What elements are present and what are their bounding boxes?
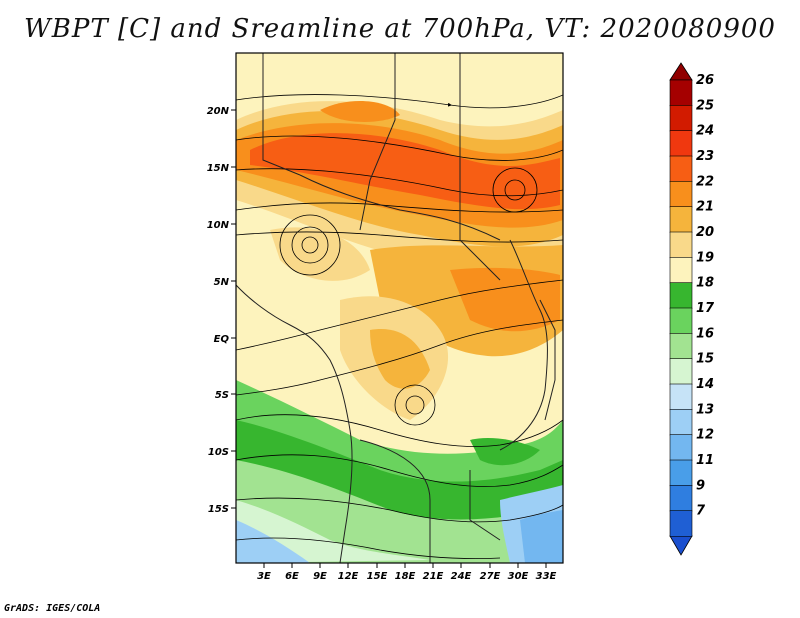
colorbar-label: 20 bbox=[696, 225, 714, 240]
colorbar-swatch bbox=[669, 307, 693, 335]
lat-label-eq: EQ bbox=[214, 334, 230, 345]
colorbar-label: 13 bbox=[696, 402, 714, 417]
lat-label-15s: 15S bbox=[208, 504, 229, 515]
country-borders bbox=[236, 53, 556, 563]
colorbar-swatch bbox=[669, 105, 693, 132]
lon-axis: 3E 6E 9E 12E 15E 18E 21E 24E 27E 30E 33E bbox=[257, 563, 557, 582]
lon-label-9e: 9E bbox=[313, 571, 327, 582]
lat-label-5s: 5S bbox=[215, 390, 229, 401]
lon-label-15e: 15E bbox=[367, 571, 388, 582]
colorbar-label: 16 bbox=[696, 326, 714, 341]
map-title: WBPT [C] and Sreamline at 700hPa, VT: 20… bbox=[24, 14, 776, 44]
colorbar-label: 15 bbox=[696, 352, 714, 367]
colorbar-swatch bbox=[669, 231, 693, 259]
colorbar-label: 11 bbox=[696, 453, 714, 468]
colorbar-label: 14 bbox=[696, 377, 714, 392]
colorbar-label: 19 bbox=[696, 250, 714, 265]
lat-label-15n: 15N bbox=[207, 163, 230, 174]
colorbar-swatch bbox=[669, 358, 693, 385]
colorbar-swatch bbox=[669, 155, 693, 183]
lat-label-10n: 10N bbox=[207, 220, 230, 231]
colorbar-label: 17 bbox=[696, 301, 715, 316]
colorbar-label: 21 bbox=[696, 200, 714, 215]
streamlines bbox=[236, 94, 563, 560]
wbpt-shaded-field bbox=[236, 53, 563, 563]
colorbar-swatch bbox=[669, 383, 693, 411]
colorbar-top-arrow bbox=[669, 62, 693, 81]
lon-label-30e: 30E bbox=[508, 571, 529, 582]
map-frame bbox=[235, 52, 564, 564]
colorbar-swatch bbox=[669, 434, 693, 461]
colorbar-label: 18 bbox=[696, 276, 714, 291]
lon-label-21e: 21E bbox=[423, 571, 444, 582]
lon-label-18e: 18E bbox=[395, 571, 416, 582]
lat-axis: 20N 15N 10N 5N EQ 5S 10S 15S bbox=[207, 106, 236, 515]
lon-label-24e: 24E bbox=[451, 571, 472, 582]
colorbar-bottom-arrow bbox=[669, 535, 693, 556]
lon-label-27e: 27E bbox=[480, 571, 501, 582]
colorbar: 26 25 24 23 22 21 20 19 18 17 16 15 14 13 12 11 9 7 bbox=[669, 62, 715, 556]
colorbar-label: 25 bbox=[696, 98, 714, 113]
lon-label-6e: 6E bbox=[285, 571, 299, 582]
colorbar-label: 9 bbox=[696, 478, 705, 493]
colorbar-swatch bbox=[669, 206, 693, 233]
colorbar-label: 26 bbox=[696, 73, 714, 88]
colorbar-swatch bbox=[669, 79, 693, 107]
colorbar-swatch bbox=[669, 459, 693, 487]
colorbar-label: 24 bbox=[696, 124, 714, 139]
lon-label-33e: 33E bbox=[536, 571, 557, 582]
colorbar-swatch bbox=[669, 409, 693, 436]
colorbar-label: 22 bbox=[696, 174, 714, 189]
lat-label-5n: 5N bbox=[214, 277, 230, 288]
colorbar-label: 7 bbox=[696, 504, 706, 519]
colorbar-label: 12 bbox=[696, 428, 714, 443]
colorbar-swatch bbox=[669, 510, 693, 537]
colorbar-swatch bbox=[669, 333, 693, 360]
grads-credit: GrADS: IGES/COLA bbox=[4, 603, 101, 614]
lat-label-10s: 10S bbox=[208, 447, 229, 458]
colorbar-label: 23 bbox=[696, 149, 714, 164]
colorbar-swatch bbox=[669, 282, 693, 309]
lon-label-12e: 12E bbox=[338, 571, 359, 582]
lat-label-20n: 20N bbox=[207, 106, 230, 117]
colorbar-swatch bbox=[669, 181, 693, 208]
lon-label-3e: 3E bbox=[257, 571, 271, 582]
colorbar-swatch bbox=[669, 130, 693, 157]
colorbar-swatch bbox=[669, 485, 693, 512]
colorbar-swatch bbox=[669, 257, 693, 284]
